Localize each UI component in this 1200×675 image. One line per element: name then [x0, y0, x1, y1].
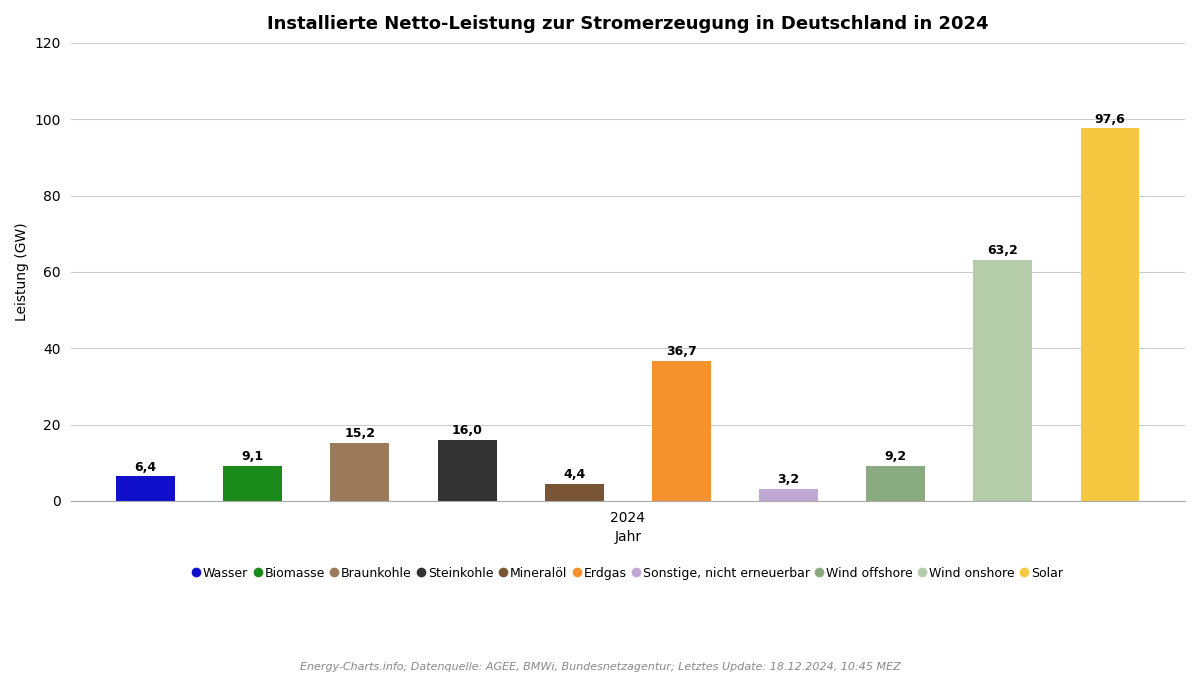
Bar [438, 440, 497, 501]
Text: 9,2: 9,2 [884, 450, 907, 463]
Text: 36,7: 36,7 [666, 345, 697, 358]
Bar [545, 484, 604, 501]
Text: 97,6: 97,6 [1094, 113, 1126, 126]
Title: Installierte Netto-Leistung zur Stromerzeugung in Deutschland in 2024: Installierte Netto-Leistung zur Stromerz… [268, 15, 989, 33]
Text: 4,4: 4,4 [563, 468, 586, 481]
Bar [116, 477, 175, 501]
Text: Energy-Charts.info; Datenquelle: AGEE, BMWi, Bundesnetzagentur; Letztes Update: : Energy-Charts.info; Datenquelle: AGEE, B… [300, 662, 900, 672]
Text: 15,2: 15,2 [344, 427, 376, 440]
Bar [652, 361, 710, 501]
Text: 9,1: 9,1 [241, 450, 264, 464]
Bar [760, 489, 818, 501]
Text: 16,0: 16,0 [451, 424, 482, 437]
Bar [1080, 128, 1140, 501]
Text: 63,2: 63,2 [988, 244, 1019, 257]
Legend: Wasser, Biomasse, Braunkohle, Steinkohle, Mineralöl, Erdgas, Sonstige, nicht ern: Wasser, Biomasse, Braunkohle, Steinkohle… [188, 562, 1068, 585]
X-axis label: Jahr: Jahr [614, 530, 641, 544]
Text: 3,2: 3,2 [778, 473, 799, 486]
Bar [330, 443, 390, 501]
Text: 6,4: 6,4 [134, 461, 157, 474]
Bar [973, 260, 1032, 501]
Y-axis label: Leistung (GW): Leistung (GW) [16, 223, 29, 321]
Bar [866, 466, 925, 501]
Bar [223, 466, 282, 501]
